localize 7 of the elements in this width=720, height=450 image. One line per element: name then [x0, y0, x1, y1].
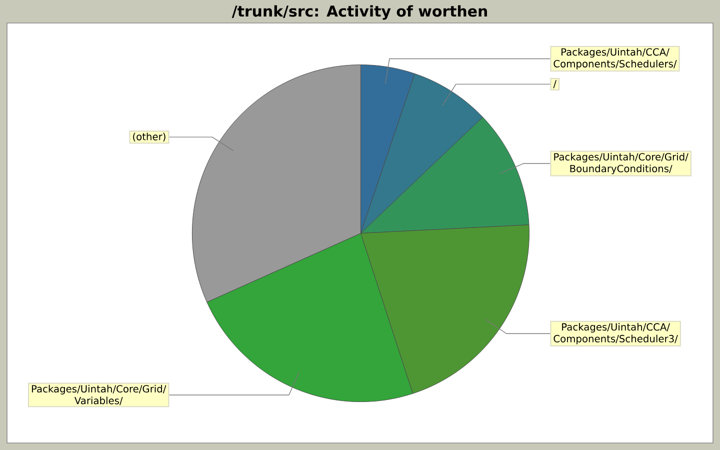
slice-label: Packages/Uintah/Core/Grid/BoundaryConditions/ — [554, 152, 688, 174]
slice-label: / — [553, 80, 557, 88]
slice-label: Packages/Uintah/CCA/Components/Schedulers/ — [554, 48, 677, 70]
slice-label: Packages/Uintah/Core/Grid/Variables/ — [32, 384, 166, 406]
chart-title: /trunk/src: Activity of worthen — [232, 5, 487, 20]
slice-label: Packages/Uintah/CCA/Components/Scheduler3/ — [554, 323, 678, 344]
slice-label: (other) — [133, 132, 166, 142]
